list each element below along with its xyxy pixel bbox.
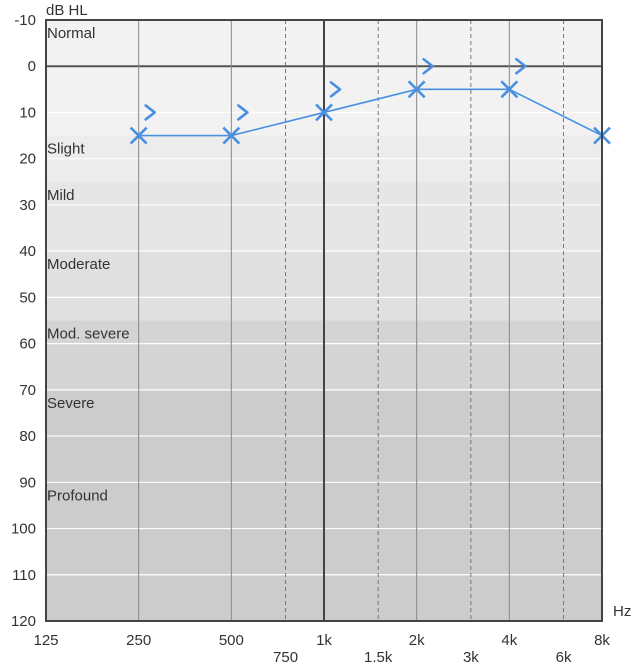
y-tick-label: 40 [19, 243, 36, 260]
data-series [129, 57, 611, 145]
bracket-marker [422, 57, 434, 75]
x-tick-label: 2k [409, 632, 425, 649]
grid-lines [46, 20, 602, 621]
band-labels: Normal Slight Mild Moderate Mod. severe Sever… [47, 25, 130, 504]
y-tick-label: 50 [19, 289, 36, 306]
y-tick-label: 80 [19, 428, 36, 445]
x-tick-label: 4k [501, 632, 517, 649]
x-marker [500, 80, 519, 99]
band-label: Profound [47, 487, 108, 504]
y-tick-label: 110 [12, 567, 36, 584]
y-tick-label: 70 [19, 382, 36, 399]
x-tick-label-minor: 1.5k [364, 649, 393, 664]
band-label: Mild [47, 187, 75, 204]
y-tick-label: 60 [19, 336, 36, 353]
x-marker [222, 126, 241, 145]
band-label: Mod. severe [47, 326, 130, 343]
x-tick-label-minor: 3k [463, 649, 479, 664]
y-tick-label: 120 [11, 613, 36, 630]
band-label: Slight [47, 141, 85, 158]
x-tick-label: 8k [594, 632, 610, 649]
x-tick-label: 250 [126, 632, 151, 649]
bracket-marker [144, 104, 156, 121]
x-tick-label-minor: 6k [556, 649, 572, 664]
bracket-marker [329, 81, 342, 98]
x-marker [315, 103, 333, 122]
axes: -10 0 10 20 30 40 50 60 70 80 90 100 110 120 125 250 500… [11, 2, 631, 664]
x-axis-label: Hz [613, 603, 631, 620]
x-marker [129, 126, 148, 145]
x-tick-label: 1k [316, 632, 332, 649]
bracket-marker [515, 57, 527, 75]
y-tick-label: 30 [19, 197, 36, 214]
y-axis-label: dB HL [46, 2, 88, 19]
y-tick-label: 100 [11, 521, 36, 538]
x-tick-label: 500 [219, 632, 244, 649]
x-tick-label-minor: 750 [273, 649, 298, 664]
band-label: Severe [47, 395, 95, 412]
band-label: Normal [47, 25, 95, 42]
y-tick-label: -10 [14, 12, 36, 29]
y-tick-label: 0 [28, 58, 36, 75]
series-line [138, 88, 603, 137]
y-tick-label: 20 [19, 151, 36, 168]
x-marker [407, 80, 426, 99]
x-tick-label: 125 [33, 632, 58, 649]
band-label: Moderate [47, 256, 110, 273]
y-tick-label: 90 [19, 474, 36, 491]
plot-frame [45, 19, 603, 622]
bracket-marker [237, 104, 249, 121]
y-tick-label: 10 [19, 104, 36, 121]
